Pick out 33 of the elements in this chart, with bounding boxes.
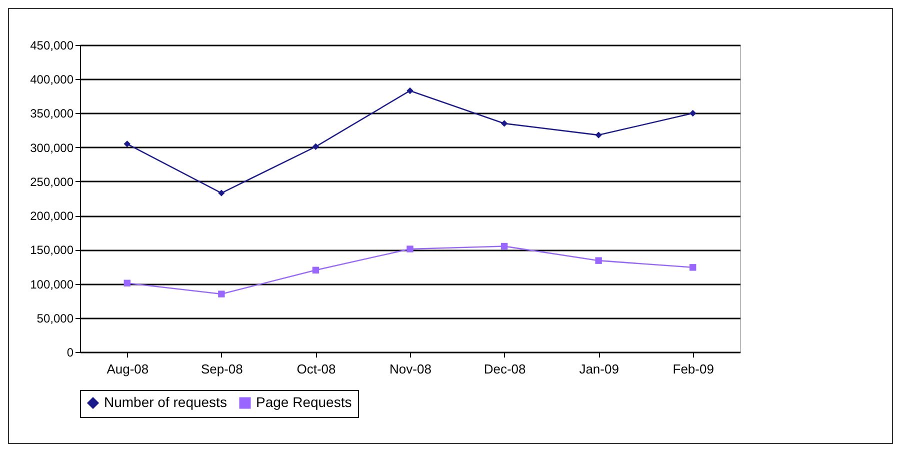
point: [406, 87, 414, 94]
x-tick-label: Jan-09: [579, 362, 619, 376]
y-tick-label: 450,000: [30, 38, 74, 52]
y-tick-label: 400,000: [30, 72, 74, 87]
point: [595, 132, 602, 138]
point: [124, 280, 130, 286]
x-tick-label: Dec-08: [484, 362, 526, 376]
y-tick-label: 0: [66, 346, 74, 360]
y-tick-label: 350,000: [30, 106, 74, 121]
point: [500, 242, 508, 250]
x-tick-label: Nov-08: [390, 362, 432, 376]
point: [690, 264, 696, 271]
x-tick-label: Aug-08: [106, 362, 149, 376]
y-tick-label: 50,000: [36, 311, 74, 326]
point: [312, 266, 320, 274]
point: [218, 190, 225, 196]
y-tick-label: 200,000: [30, 209, 74, 224]
point: [690, 110, 696, 117]
y-tick-label: 300,000: [30, 140, 74, 155]
point: [218, 290, 225, 298]
y-tick-label: 250,000: [30, 174, 74, 189]
y-tick-label: 150,000: [30, 243, 74, 258]
y-tick-label: 100,000: [30, 277, 74, 292]
point: [312, 143, 320, 150]
legend-label: Number of requests: [104, 394, 227, 410]
point: [595, 257, 602, 264]
x-tick-label: Sep-08: [200, 362, 243, 376]
point: [500, 120, 508, 127]
point: [406, 246, 414, 252]
legend-label: Page Requests: [256, 394, 352, 410]
x-tick-label: Oct-08: [296, 362, 336, 376]
x-tick-label: Feb-09: [672, 362, 714, 376]
point: [124, 140, 130, 148]
